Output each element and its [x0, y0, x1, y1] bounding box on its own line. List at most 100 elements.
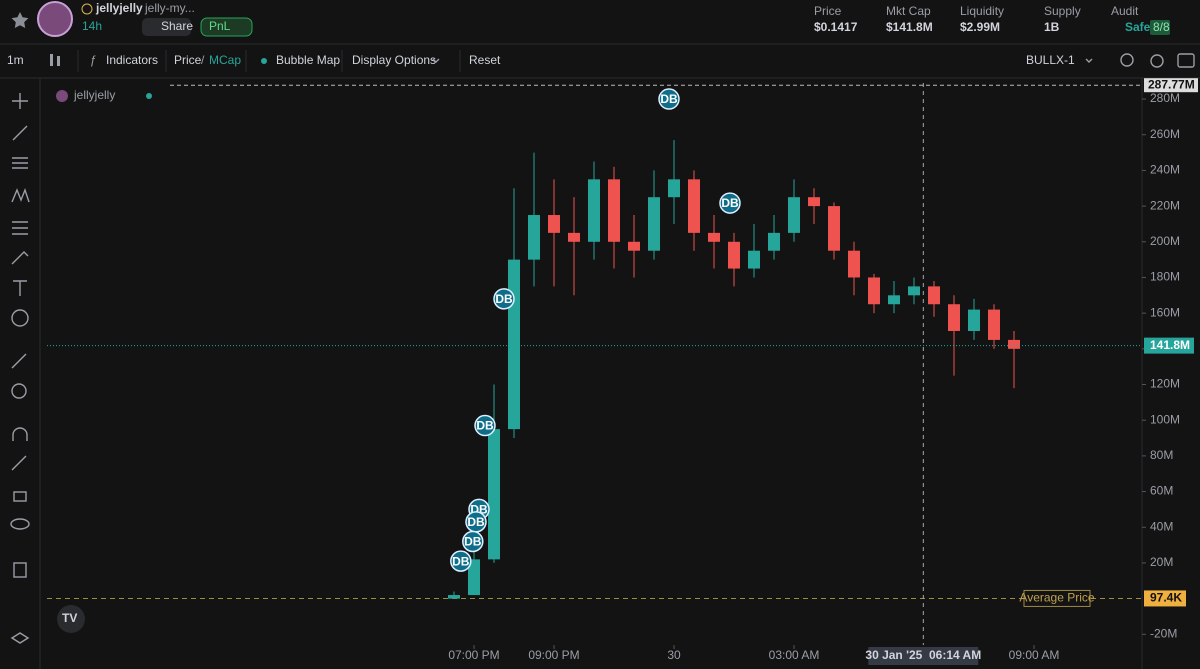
candle-body: [548, 215, 560, 233]
y-tick-label: 200M: [1150, 234, 1180, 248]
candle-body: [948, 304, 960, 331]
db-marker-label: DB: [660, 92, 678, 106]
layers-tool[interactable]: [10, 632, 30, 644]
candle-body: [608, 179, 620, 242]
pattern-tool[interactable]: [11, 187, 30, 203]
crosshair-tool[interactable]: [12, 93, 28, 109]
stat-label: Price: [814, 4, 842, 18]
lock-tool[interactable]: [13, 491, 27, 502]
candle-body: [568, 232, 580, 242]
trendline-tool[interactable]: [12, 125, 28, 141]
separator: /: [201, 53, 205, 67]
audit-badge-label: 8/8: [1153, 20, 1170, 34]
header: [0, 0, 1200, 44]
candle-body: [688, 179, 700, 233]
indicators-button[interactable]: Indicators: [106, 53, 158, 67]
average-price-name: Average Price: [1019, 591, 1094, 605]
pnl-label[interactable]: PnL: [209, 19, 231, 33]
account-select[interactable]: BULLX-1: [1026, 53, 1075, 67]
reset-button[interactable]: Reset: [469, 53, 501, 67]
forecast-tool[interactable]: [12, 221, 28, 235]
candle-body: [508, 259, 520, 430]
candle-body: [1008, 339, 1020, 349]
stat-label: Liquidity: [960, 4, 1004, 18]
legend-avatar: [56, 90, 68, 102]
stat-label: Mkt Cap: [886, 4, 931, 18]
candle-body: [748, 250, 760, 269]
candle-body: [448, 595, 460, 599]
magnet-tool[interactable]: [12, 427, 28, 441]
share-button[interactable]: [142, 18, 191, 36]
x-tick-label: 09:00 AM: [1009, 648, 1060, 662]
emoji-tool[interactable]: [11, 309, 29, 327]
candle-body: [788, 197, 800, 233]
bubble-icon[interactable]: [261, 58, 267, 64]
db-marker: [474, 414, 496, 437]
average-price-tag: [1023, 589, 1091, 607]
y-tick-label: 20M: [1150, 555, 1173, 569]
x-tick-label: 03:00 AM: [769, 648, 820, 662]
candle-body: [968, 309, 980, 331]
ruler-tool[interactable]: [11, 353, 27, 369]
text-tool[interactable]: [13, 280, 27, 296]
delete-tool[interactable]: [13, 562, 27, 578]
db-marker-label: DB: [476, 419, 494, 433]
favorite-star[interactable]: [11, 12, 29, 28]
crosshair-label-box: [868, 647, 979, 665]
db-marker: [450, 550, 472, 572]
stat-value: $2.99M: [960, 20, 1000, 34]
average-price-label-box: [1144, 590, 1186, 607]
visibility-tool[interactable]: [10, 518, 30, 530]
last-price-label: 141.8M: [1150, 338, 1190, 352]
x-tick-label: 07:00 PM: [448, 648, 499, 662]
pnl-button[interactable]: [200, 17, 253, 37]
y-tick-label: 220M: [1150, 198, 1180, 212]
camera-icon[interactable]: [1177, 53, 1195, 68]
candle-body: [928, 286, 940, 305]
candle-body: [708, 232, 720, 242]
draw-mode-tool[interactable]: [11, 455, 27, 471]
last-price-label-box: [1144, 337, 1194, 354]
candle-body: [988, 309, 1000, 340]
average-price-label: 97.4K: [1150, 591, 1182, 605]
token-icon: [81, 3, 93, 15]
token-name: jellyjelly: [95, 1, 143, 15]
y-tick-label: 180M: [1150, 270, 1180, 284]
y-tick-label: 260M: [1150, 127, 1180, 141]
legend-label: jellyjelly: [73, 88, 115, 102]
share-label[interactable]: Share: [161, 19, 193, 33]
candle-body: [468, 559, 480, 596]
audit-badge: [1150, 20, 1170, 35]
candle-body: [768, 232, 780, 251]
zoom-icon[interactable]: [1120, 53, 1134, 67]
interval[interactable]: 1m: [7, 53, 24, 67]
candle-body: [588, 179, 600, 242]
mcap-toggle[interactable]: MCap: [209, 53, 241, 67]
candle-body: [888, 295, 900, 305]
x-tick-label: 30: [667, 648, 681, 662]
brush-tool[interactable]: [11, 251, 29, 265]
zoom-tool[interactable]: [11, 383, 27, 399]
dropdown-caret[interactable]: [1085, 58, 1093, 63]
fx-icon[interactable]: ƒ: [90, 53, 97, 67]
stat-label: Audit: [1111, 4, 1139, 18]
candle-type-icon[interactable]: [57, 56, 60, 66]
display-options-button[interactable]: Display Options: [352, 53, 436, 67]
fib-tool[interactable]: [12, 157, 28, 169]
live-indicator: [146, 93, 152, 99]
ath-label: 287.77M: [1148, 77, 1195, 91]
dropdown-caret[interactable]: [432, 58, 440, 63]
candle-body: [628, 241, 640, 251]
settings-icon[interactable]: [1150, 54, 1164, 68]
tradingview-logo[interactable]: [57, 605, 85, 633]
bubble-map-button[interactable]: Bubble Map: [276, 53, 340, 67]
y-tick-label: 160M: [1150, 305, 1180, 319]
y-tick-label: 280M: [1150, 91, 1180, 105]
candle-body: [828, 206, 840, 251]
y-tick-label: 80M: [1150, 448, 1173, 462]
candle-body: [648, 197, 660, 251]
candle-type-icon[interactable]: [50, 54, 53, 66]
db-marker-label: DB: [464, 535, 482, 549]
price-toggle[interactable]: Price: [174, 53, 202, 67]
db-marker: [658, 88, 680, 110]
